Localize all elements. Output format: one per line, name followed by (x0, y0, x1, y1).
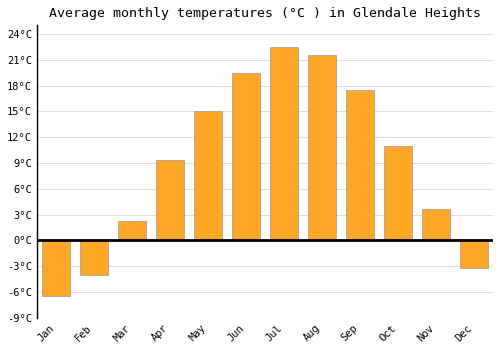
Bar (80, 240, 108, 275)
Bar (460, 240, 488, 268)
Bar (118, 220, 146, 240)
Bar (346, 90, 374, 240)
Title: Average monthly temperatures (°C ) in Glendale Heights: Average monthly temperatures (°C ) in Gl… (49, 7, 481, 20)
Bar (156, 160, 184, 240)
Bar (194, 111, 222, 240)
Bar (422, 209, 450, 240)
Bar (270, 47, 298, 240)
Bar (42, 240, 70, 296)
Bar (384, 146, 412, 240)
Bar (232, 72, 260, 240)
Bar (308, 55, 336, 240)
